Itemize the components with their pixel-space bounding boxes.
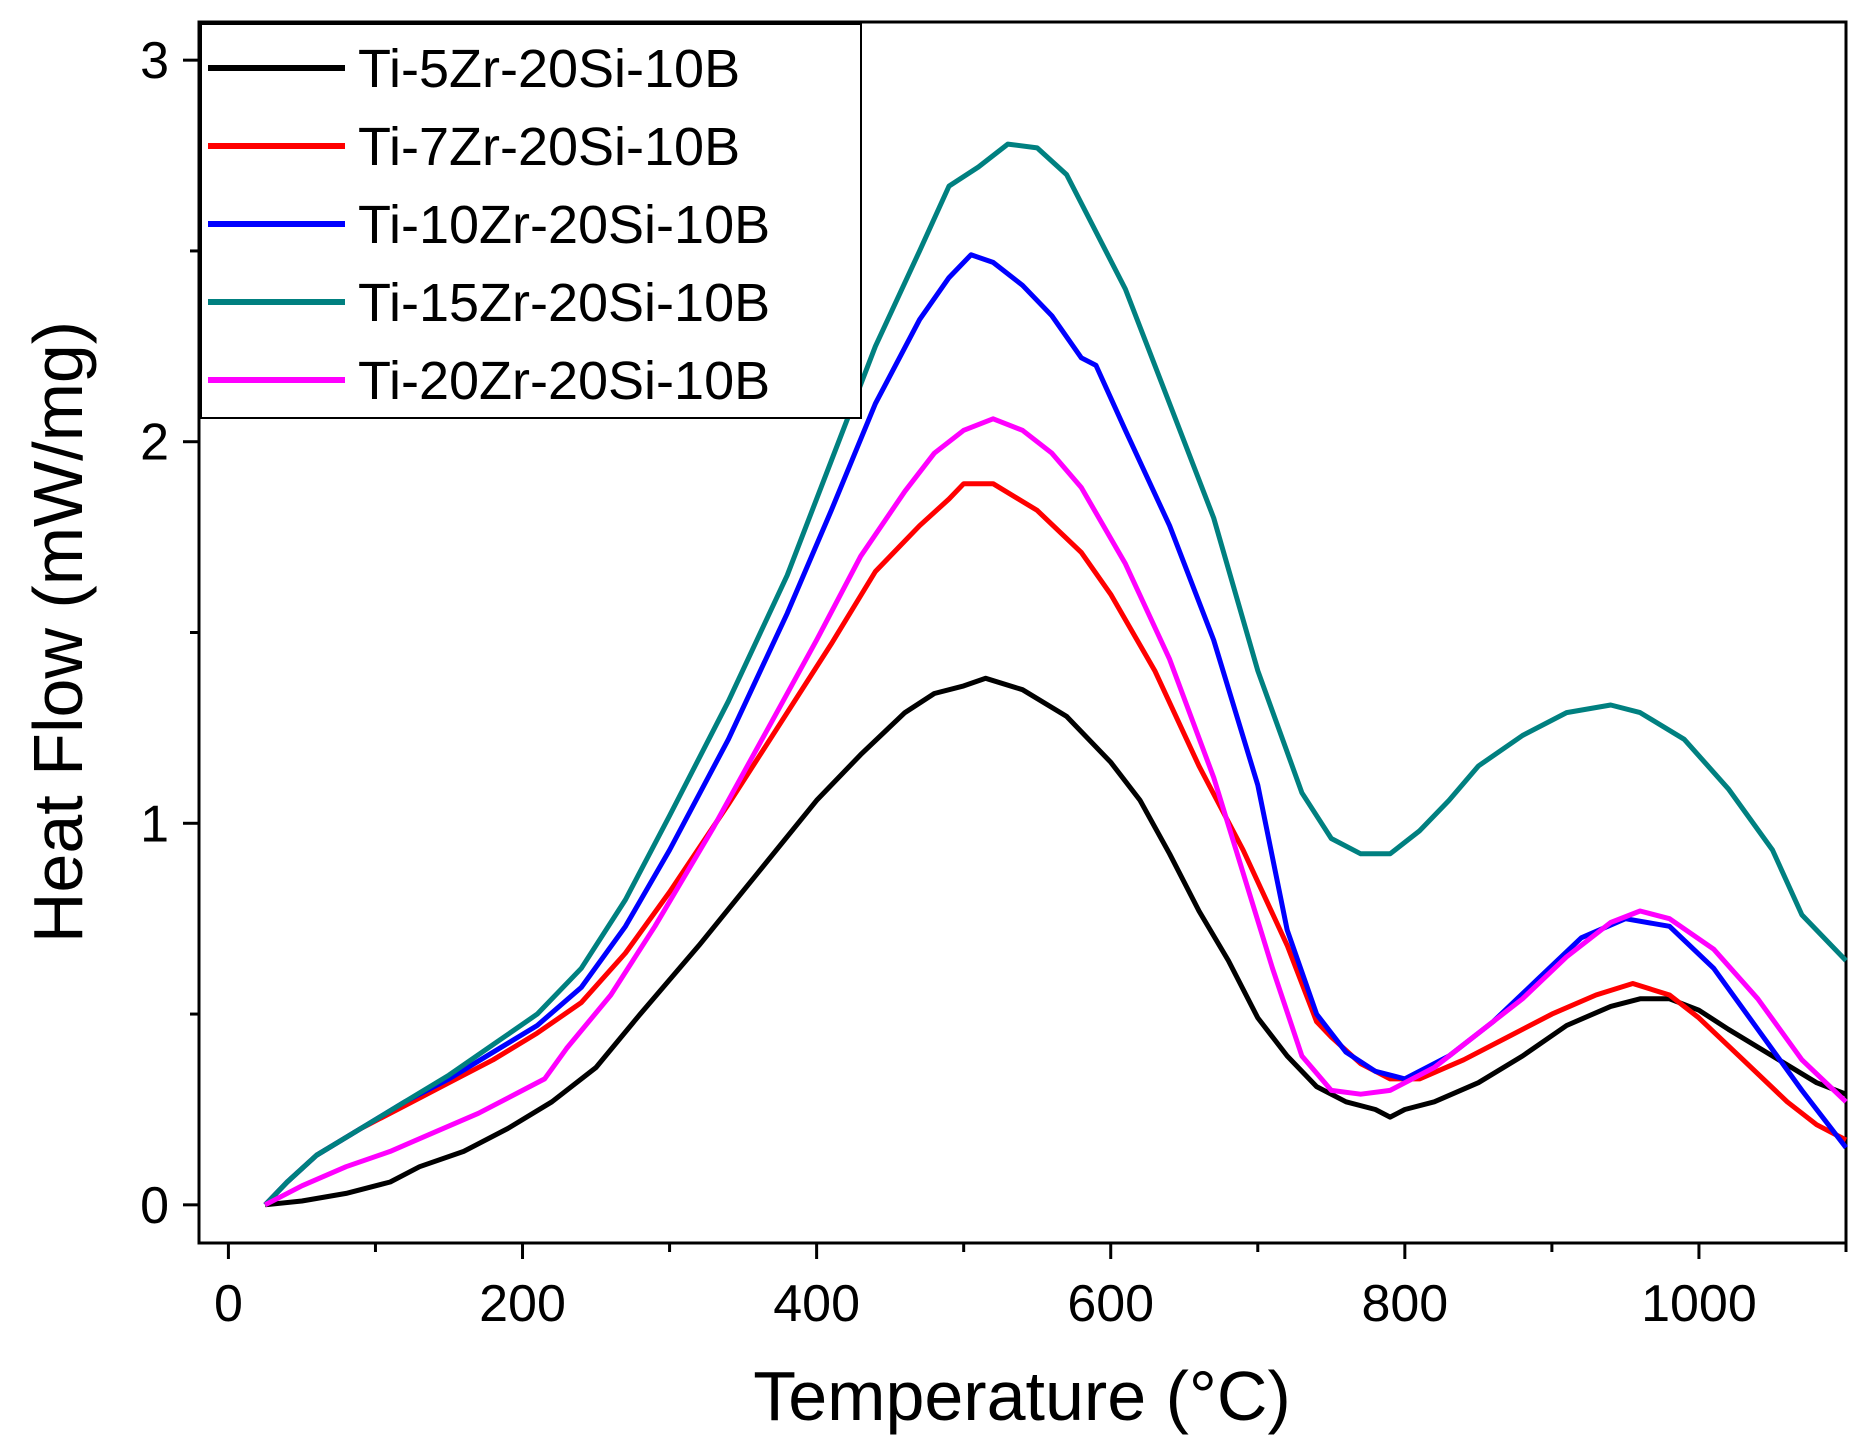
series-line-1	[264, 675, 1847, 1208]
legend-label-2: Ti-7Zr-20Si-10B	[358, 117, 740, 177]
x-tick-label: 200	[479, 1275, 566, 1333]
y-tick-label: 1	[140, 795, 169, 853]
series-line-2	[263, 481, 1848, 1207]
legend-label-4: Ti-15Zr-20Si-10B	[358, 273, 770, 333]
legend-label-3: Ti-10Zr-20Si-10B	[358, 195, 770, 255]
x-tick-label: 0	[214, 1275, 243, 1333]
x-tick-label: 400	[773, 1275, 860, 1333]
series-line-4	[263, 141, 1848, 1207]
y-axis-title: Heat Flow (mW/mg)	[19, 321, 97, 943]
legend: Ti-5Zr-20Si-10B Ti-7Zr-20Si-10B Ti-10Zr-20…	[200, 23, 862, 419]
y-tick-label: 0	[140, 1177, 169, 1235]
x-tick-label: 600	[1067, 1275, 1154, 1333]
series-line-3	[263, 252, 1848, 1207]
legend-label-1: Ti-5Zr-20Si-10B	[358, 39, 740, 99]
series-layer	[263, 141, 1848, 1208]
y-tick-label: 3	[140, 32, 169, 90]
axis-layer: 0 200 400 600 800 1000 0 1 2 3	[140, 32, 1848, 1333]
x-tick-label: 1000	[1641, 1275, 1757, 1333]
series-line-5	[264, 416, 1848, 1208]
y-tick-label: 2	[140, 414, 169, 472]
x-axis-title: Temperature (°C)	[753, 1357, 1291, 1435]
x-tick-label: 800	[1361, 1275, 1448, 1333]
legend-label-5: Ti-20Zr-20Si-10B	[358, 351, 770, 411]
